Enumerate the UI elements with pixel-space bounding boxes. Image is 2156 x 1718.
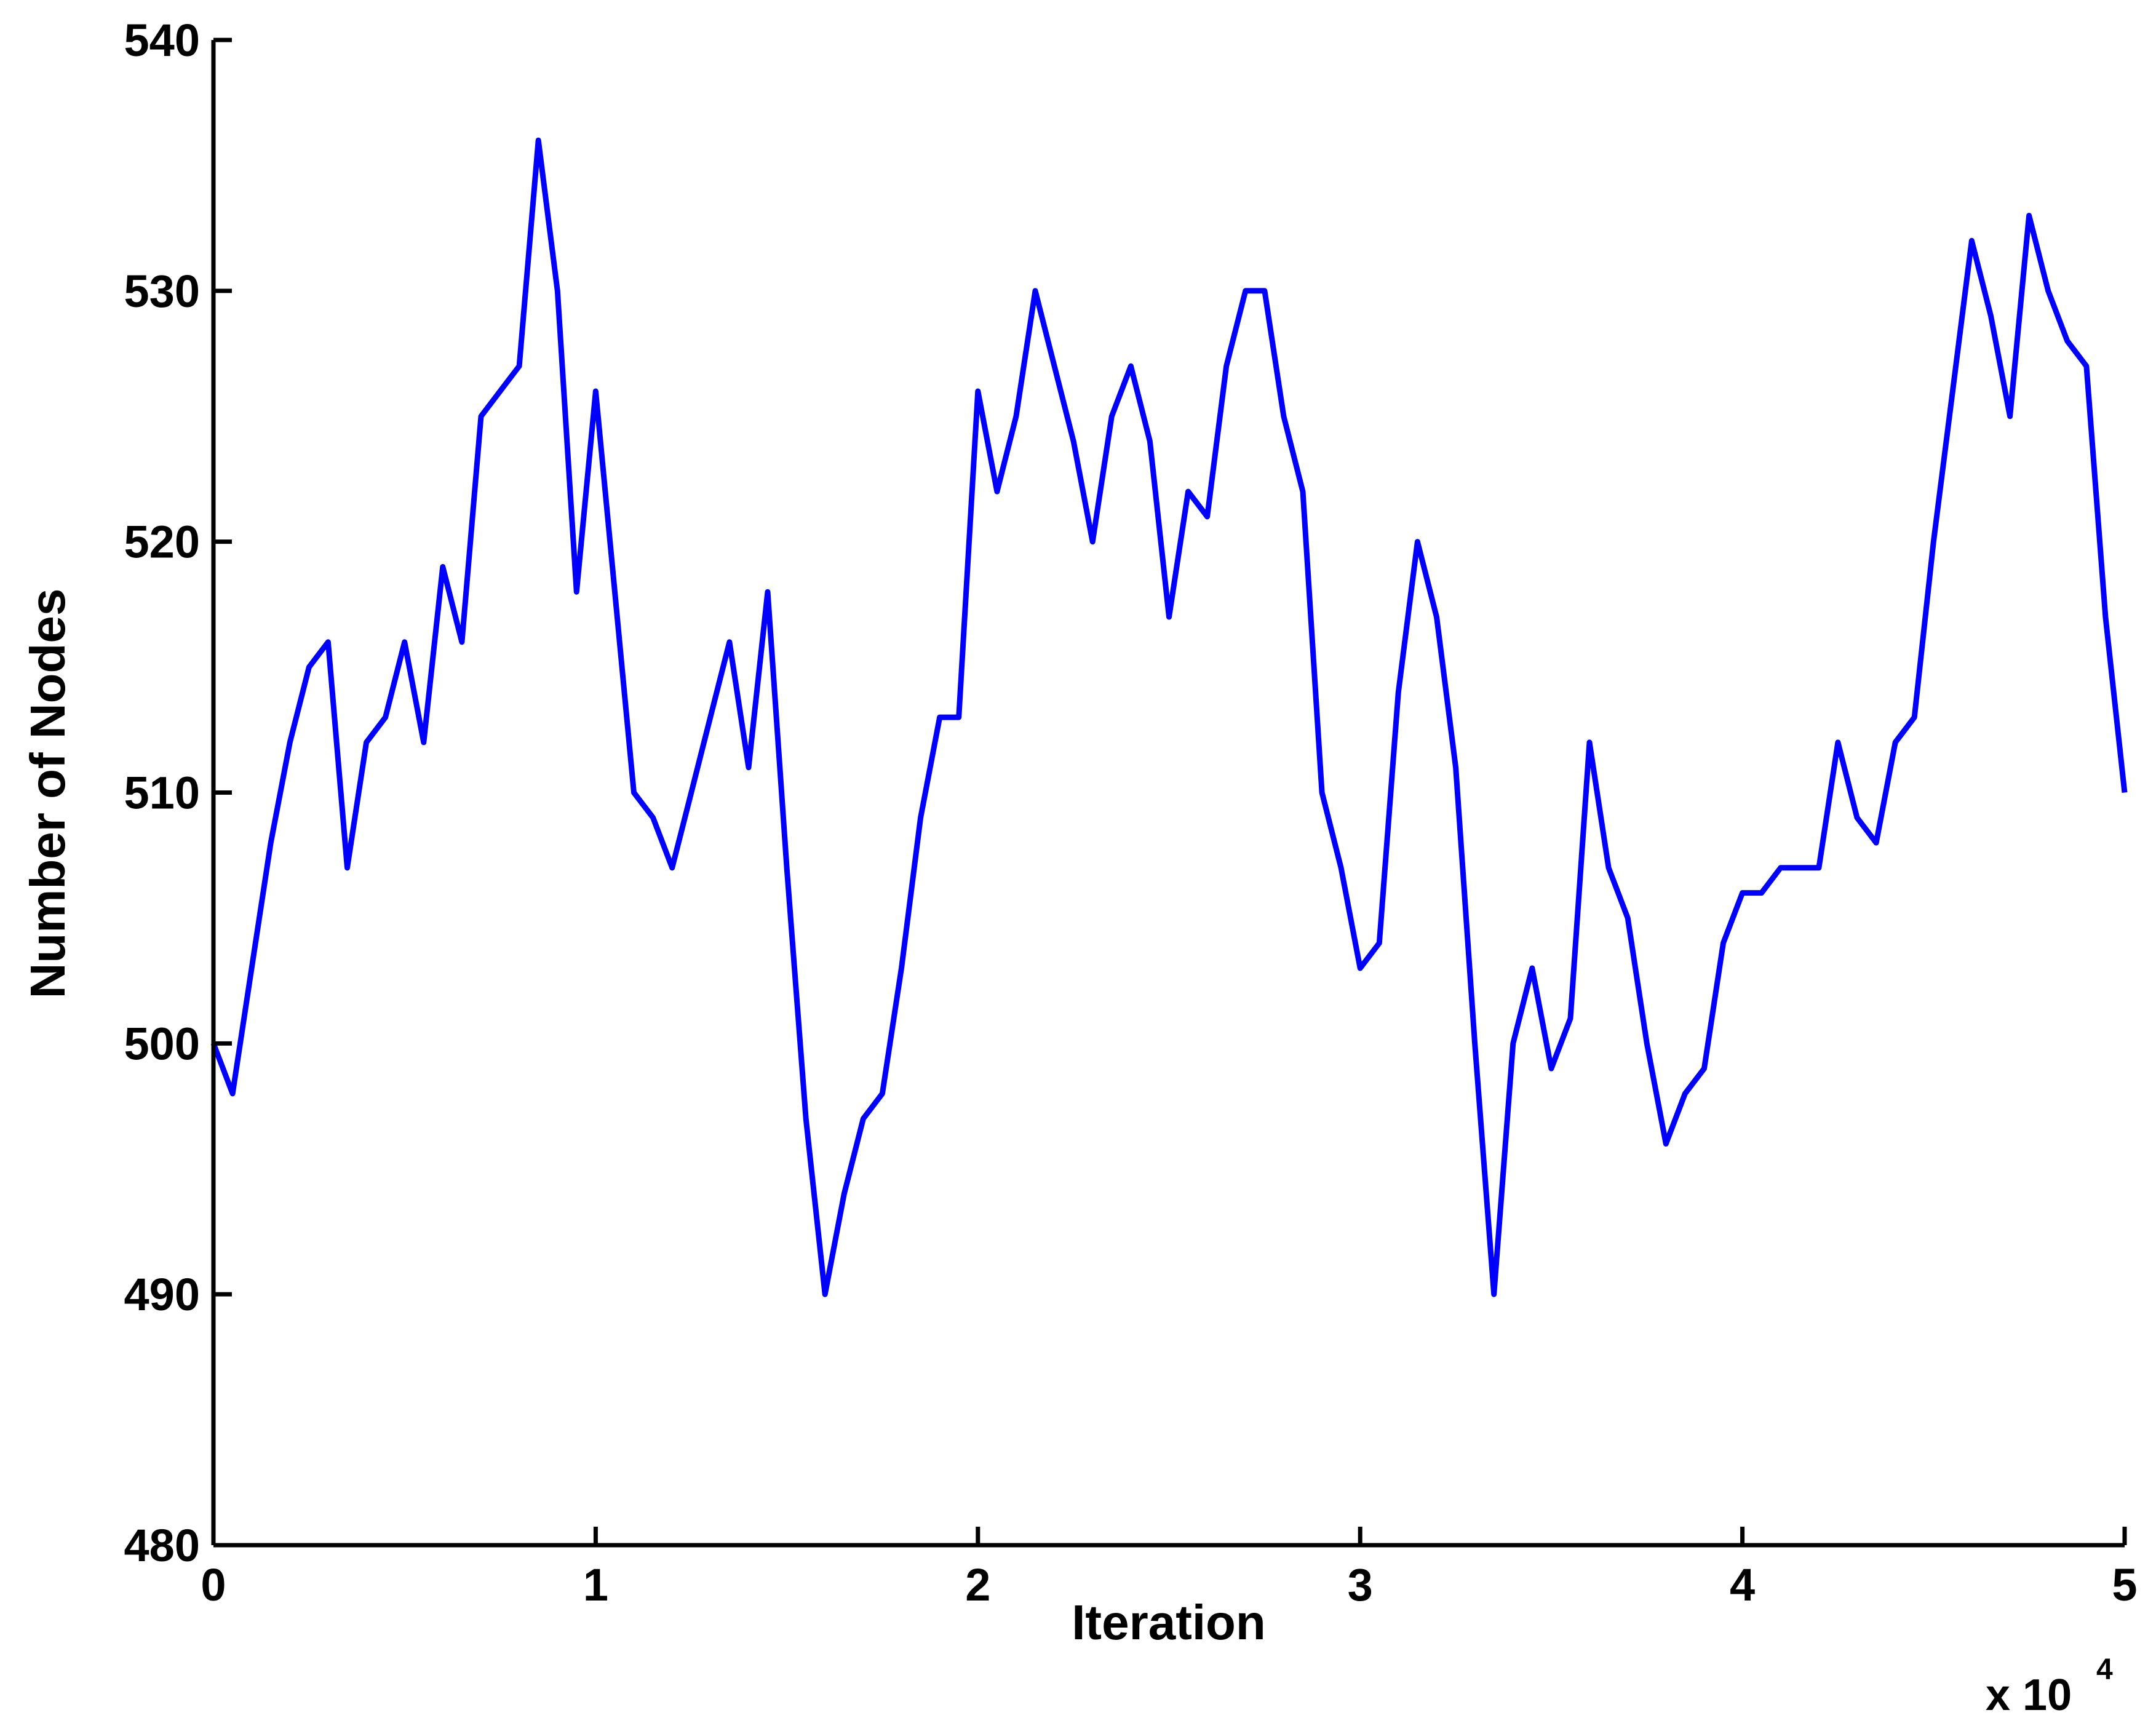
data-line — [210, 137, 2128, 1297]
y-tick-label: 530 — [124, 266, 200, 317]
y-tick-label: 480 — [124, 1520, 200, 1571]
x-axis-label: Iteration — [1072, 1595, 1266, 1650]
y-tick-label: 520 — [124, 517, 200, 568]
x-tick-label: 3 — [1348, 1559, 1373, 1610]
x-tick-label: 1 — [583, 1559, 608, 1610]
x-multiplier-exponent: 4 — [2096, 1653, 2113, 1686]
x-tick-label: 0 — [201, 1559, 226, 1610]
x-tick-label: 4 — [1730, 1559, 1755, 1610]
y-tick-label: 540 — [124, 15, 200, 66]
y-axis-label: Number of Nodes — [20, 589, 75, 999]
y-tick-label: 500 — [124, 1018, 200, 1069]
x-multiplier: x 10 — [1986, 1671, 2072, 1718]
x-tick-label: 2 — [965, 1559, 990, 1610]
y-tick-label: 510 — [124, 768, 200, 819]
y-tick-label: 490 — [124, 1269, 200, 1320]
x-tick-label: 5 — [2112, 1559, 2137, 1610]
